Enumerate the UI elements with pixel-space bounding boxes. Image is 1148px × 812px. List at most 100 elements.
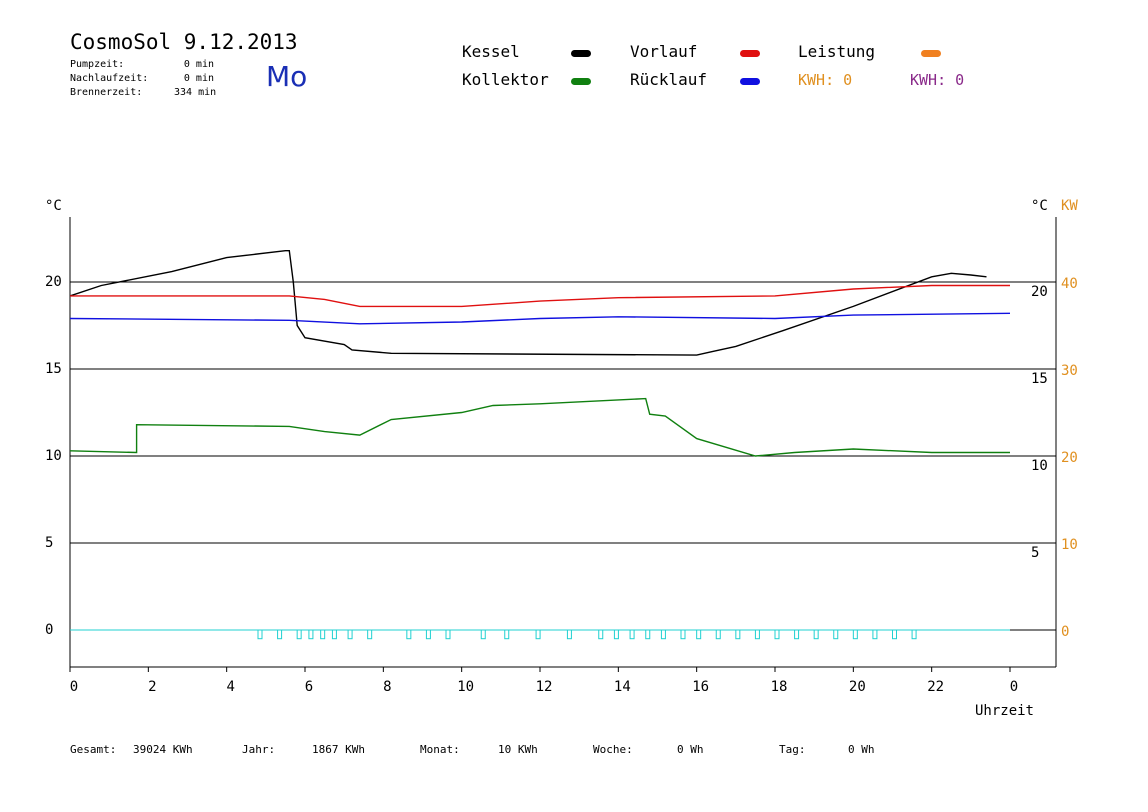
legend-swatch xyxy=(571,50,591,57)
pump-pulse xyxy=(660,629,666,640)
pump-pulse xyxy=(320,629,326,640)
legend-swatch xyxy=(921,50,941,57)
series-line-vorlauf xyxy=(70,284,1010,308)
y-tick-right-temp: 15 xyxy=(1031,371,1048,387)
y-unit-right-temp: °C xyxy=(1031,198,1048,214)
legend-swatch xyxy=(571,78,591,85)
pump-pulse xyxy=(566,629,572,640)
pump-pulse xyxy=(774,629,780,640)
x-tick-label: 18 xyxy=(771,679,788,695)
pump-pulse xyxy=(629,629,635,640)
series-line-rücklauf xyxy=(69,312,1011,325)
x-tick-label: 20 xyxy=(849,679,866,695)
legend-swatch xyxy=(740,78,760,85)
pump-pulse xyxy=(480,629,486,640)
pump-pulse xyxy=(872,629,878,640)
x-tick-label: 4 xyxy=(226,679,234,695)
pump-pulse xyxy=(331,629,337,640)
series-line-kessel xyxy=(69,250,987,356)
legend-label: Vorlauf xyxy=(630,42,698,61)
pump-pulse xyxy=(445,629,451,640)
stat-value: 0 min xyxy=(183,73,214,84)
pump-pulse xyxy=(535,629,541,640)
x-tick-label: 10 xyxy=(457,679,474,695)
total-value: 0 Wh xyxy=(848,743,875,756)
x-tick-label: 0 xyxy=(70,679,78,695)
stat-row: Pumpzeit: 0 min xyxy=(70,58,214,72)
y-tick-left: 15 xyxy=(45,361,62,377)
stat-label: Nachlaufzeit: xyxy=(70,73,149,84)
y-tick-right-power: 10 xyxy=(1061,537,1078,553)
x-axis-label: Uhrzeit xyxy=(975,703,1034,719)
pump-pulse xyxy=(308,629,314,640)
pump-pulse xyxy=(696,629,702,640)
pump-pulse xyxy=(598,629,604,640)
y-tick-right-power: 40 xyxy=(1061,276,1078,292)
pump-pulse xyxy=(406,629,412,640)
pump-pulse xyxy=(645,629,651,640)
pump-pulse xyxy=(257,629,263,640)
y-tick-left: 5 xyxy=(45,535,53,551)
pump-pulse xyxy=(367,629,373,640)
stat-row: Nachlaufzeit: 0 min xyxy=(70,72,214,86)
legend-label: Rücklauf xyxy=(630,70,708,89)
y-tick-right-power: 0 xyxy=(1061,624,1069,640)
pump-pulse xyxy=(911,629,917,640)
pump-pulse xyxy=(892,629,897,640)
x-tick-label: 0 xyxy=(1010,679,1018,695)
pump-pulse xyxy=(813,629,819,640)
weekday-label: Mo xyxy=(266,60,308,93)
total-value: 10 KWh xyxy=(498,743,538,756)
stat-value: 334 min xyxy=(174,87,217,98)
x-tick-label: 8 xyxy=(383,679,391,695)
x-tick-label: 16 xyxy=(692,679,709,695)
pump-pulse xyxy=(715,629,721,640)
y-unit-left: °C xyxy=(45,198,62,214)
pump-pulse xyxy=(852,629,858,640)
stat-label: Pumpzeit: xyxy=(70,59,125,70)
y-unit-right-power: KW xyxy=(1061,198,1078,214)
y-tick-right-temp: 10 xyxy=(1031,458,1048,474)
pump-pulse xyxy=(347,629,353,640)
y-tick-left: 10 xyxy=(45,448,62,464)
total-value: 39024 KWh xyxy=(133,743,193,756)
pump-pulse xyxy=(735,629,741,640)
kwh-readout: KWH: 0 xyxy=(798,71,853,89)
pump-pulse xyxy=(425,629,431,640)
legend-label: Kessel xyxy=(462,42,520,61)
pump-pulse xyxy=(680,629,686,640)
x-tick-label: 22 xyxy=(927,679,944,695)
legend-label: Kollektor xyxy=(462,70,549,89)
x-tick-label: 14 xyxy=(614,679,631,695)
y-tick-right-power: 20 xyxy=(1061,450,1078,466)
pump-pulse xyxy=(833,629,839,640)
pump-pulse xyxy=(504,629,510,640)
total-value: 1867 KWh xyxy=(312,743,365,756)
y-tick-left: 20 xyxy=(45,274,62,290)
total-label: Monat: xyxy=(420,743,460,756)
kwh-readout: KWH: 0 xyxy=(910,71,965,89)
pump-pulse xyxy=(277,629,283,640)
pump-pulse xyxy=(754,629,760,640)
y-tick-right-temp: 5 xyxy=(1031,545,1039,561)
legend-swatch xyxy=(740,50,760,57)
y-tick-left: 0 xyxy=(45,622,53,638)
x-tick-label: 12 xyxy=(536,679,553,695)
total-value: 0 Wh xyxy=(677,743,704,756)
y-tick-right-power: 30 xyxy=(1061,363,1078,379)
stat-row: Brennerzeit: 334 min xyxy=(70,86,217,100)
series-line-kollektor xyxy=(69,397,1010,457)
stat-label: Brennerzeit: xyxy=(70,87,143,98)
page-title: CosmoSol 9.12.2013 xyxy=(70,30,298,54)
total-label: Woche: xyxy=(593,743,633,756)
total-label: Jahr: xyxy=(242,743,276,756)
pump-pulse xyxy=(296,629,302,640)
x-tick-label: 2 xyxy=(148,679,156,695)
total-label: Gesamt: xyxy=(70,743,117,756)
x-tick-label: 6 xyxy=(305,679,313,695)
pump-pulse xyxy=(794,629,800,640)
legend-label: Leistung xyxy=(798,42,876,61)
stat-value: 0 min xyxy=(183,59,214,70)
y-tick-right-temp: 20 xyxy=(1031,284,1048,300)
